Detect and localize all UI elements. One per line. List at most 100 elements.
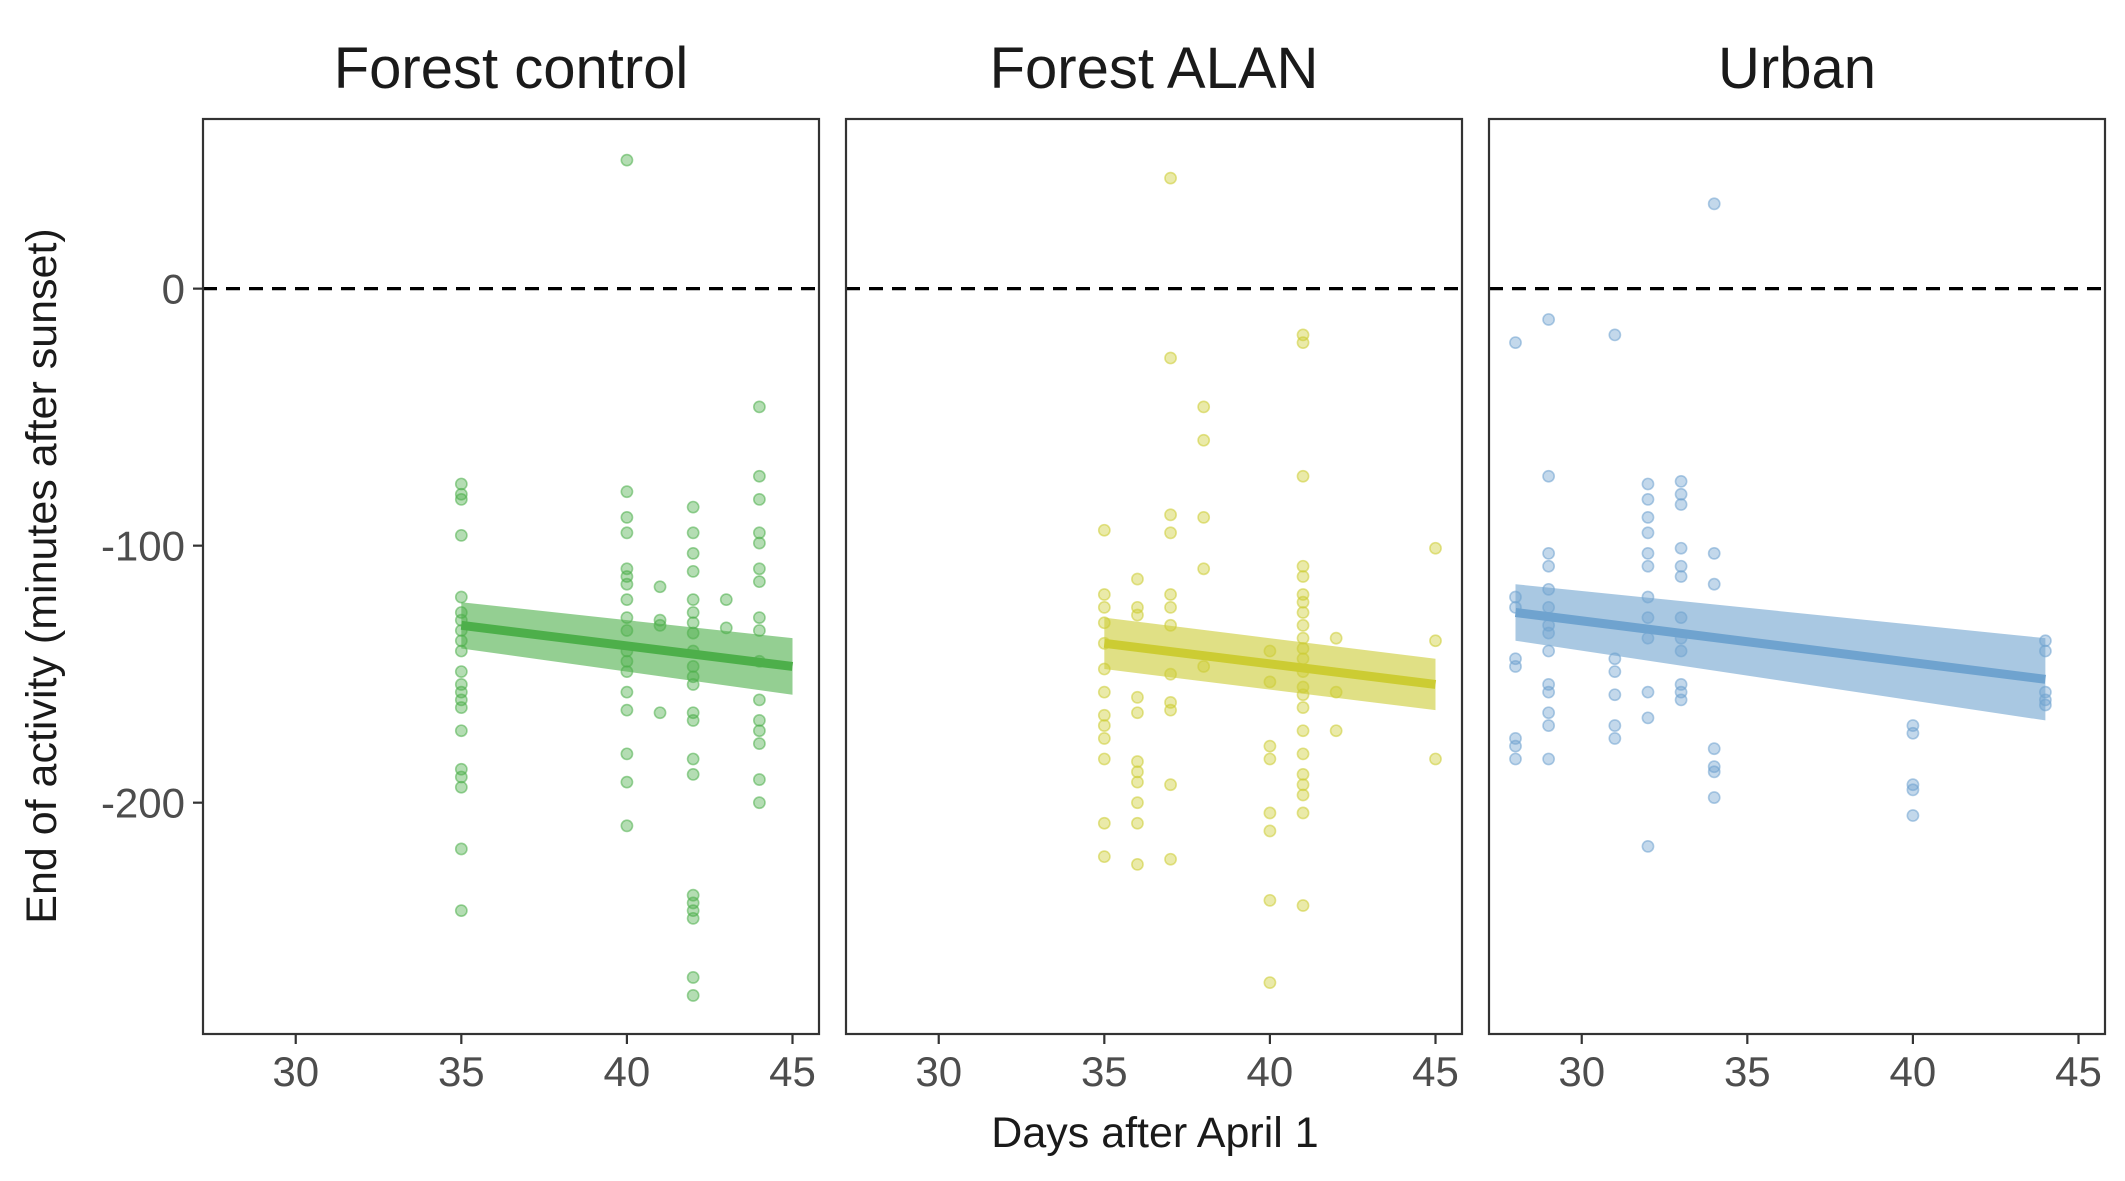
data-point [1263, 824, 1277, 838]
data-point [1542, 546, 1556, 560]
data-point [752, 611, 766, 625]
data-point [1131, 816, 1144, 830]
data-point [1906, 783, 1920, 797]
data-point [1164, 588, 1177, 601]
data-point [1429, 634, 1442, 648]
data-point [752, 469, 766, 483]
x-tick-label: 45 [1412, 1048, 1459, 1095]
data-point [1608, 688, 1622, 702]
data-point [1641, 510, 1655, 524]
data-point [686, 564, 700, 578]
data-point [752, 536, 766, 550]
data-point [1674, 498, 1688, 511]
data-point [1674, 559, 1688, 573]
data-point [1097, 523, 1111, 537]
data-point [686, 768, 700, 781]
data-point [1542, 752, 1556, 766]
data-point [454, 492, 468, 506]
data-point [1707, 791, 1721, 804]
data-point [454, 665, 468, 678]
panel-plot-area [203, 153, 819, 1002]
data-point [454, 528, 468, 542]
data-point [686, 593, 700, 607]
data-point [1296, 570, 1310, 583]
data-point [1542, 469, 1556, 483]
y-axis-title: End of activity (minutes after sunset) [18, 228, 66, 923]
data-point [620, 703, 634, 717]
data-point [1608, 665, 1622, 678]
data-point [1707, 765, 1721, 779]
data-point [1164, 508, 1177, 522]
data-point [1641, 477, 1655, 491]
data-point [1542, 706, 1556, 720]
confidence-band [1515, 584, 2046, 721]
data-point [1097, 588, 1111, 601]
data-point [1131, 775, 1144, 789]
data-point [1197, 510, 1211, 524]
data-point [1674, 541, 1688, 555]
data-point [1097, 850, 1111, 864]
data-point [752, 724, 766, 738]
data-point [1509, 336, 1522, 350]
data-point [1608, 719, 1622, 732]
regression-line [1514, 608, 2046, 684]
data-point [653, 706, 667, 720]
data-point [454, 770, 468, 784]
panel-title: Forest ALAN [990, 36, 1319, 101]
data-point [454, 780, 468, 794]
data-point [620, 153, 634, 167]
data-point [454, 590, 468, 604]
data-point [1296, 747, 1310, 761]
data-point [1707, 577, 1721, 591]
data-point [1097, 685, 1111, 699]
data-point [686, 989, 700, 1002]
data-point [1542, 685, 1556, 699]
x-tick-label: 45 [769, 1048, 816, 1095]
data-point [1296, 469, 1310, 483]
data-point [1674, 693, 1688, 707]
y-tick-label: 0 [162, 266, 185, 313]
x-tick-label: 30 [1558, 1048, 1605, 1095]
data-point [1542, 313, 1556, 326]
data-point [1164, 526, 1177, 540]
data-point [620, 485, 634, 499]
data-point [752, 693, 766, 707]
data-point [1608, 328, 1622, 342]
data-point [620, 526, 634, 540]
x-tick-label: 30 [272, 1048, 319, 1095]
data-point [752, 714, 766, 727]
data-point [1131, 755, 1144, 768]
panel-title: Urban [1718, 36, 1876, 101]
data-point [1429, 541, 1442, 555]
x-tick-label: 35 [1081, 1048, 1128, 1095]
data-point [1641, 711, 1655, 725]
data-point [1674, 570, 1688, 583]
data-point [454, 477, 468, 491]
data-point [1197, 562, 1211, 576]
data-point [686, 546, 700, 560]
regression-line [460, 620, 794, 671]
data-point [1263, 739, 1277, 753]
data-point [1263, 806, 1277, 820]
regression-line [1103, 638, 1437, 689]
data-point [686, 752, 700, 766]
data-point [1197, 433, 1211, 447]
data-point [1263, 893, 1277, 907]
data-point [1296, 701, 1310, 714]
data-point [752, 400, 766, 414]
data-point [620, 593, 634, 607]
x-tick-label: 40 [1247, 1048, 1294, 1095]
data-point [1131, 572, 1144, 586]
data-point [1296, 595, 1310, 609]
x-tick-label: 40 [1890, 1048, 1937, 1095]
data-point [1296, 806, 1310, 820]
data-point [1296, 618, 1310, 632]
data-point [1641, 546, 1655, 560]
data-point [1674, 475, 1688, 488]
data-point [1097, 816, 1111, 830]
panel-border [201, 117, 821, 1036]
data-point [1906, 726, 1920, 740]
data-point [752, 737, 766, 750]
data-point [1164, 703, 1177, 717]
